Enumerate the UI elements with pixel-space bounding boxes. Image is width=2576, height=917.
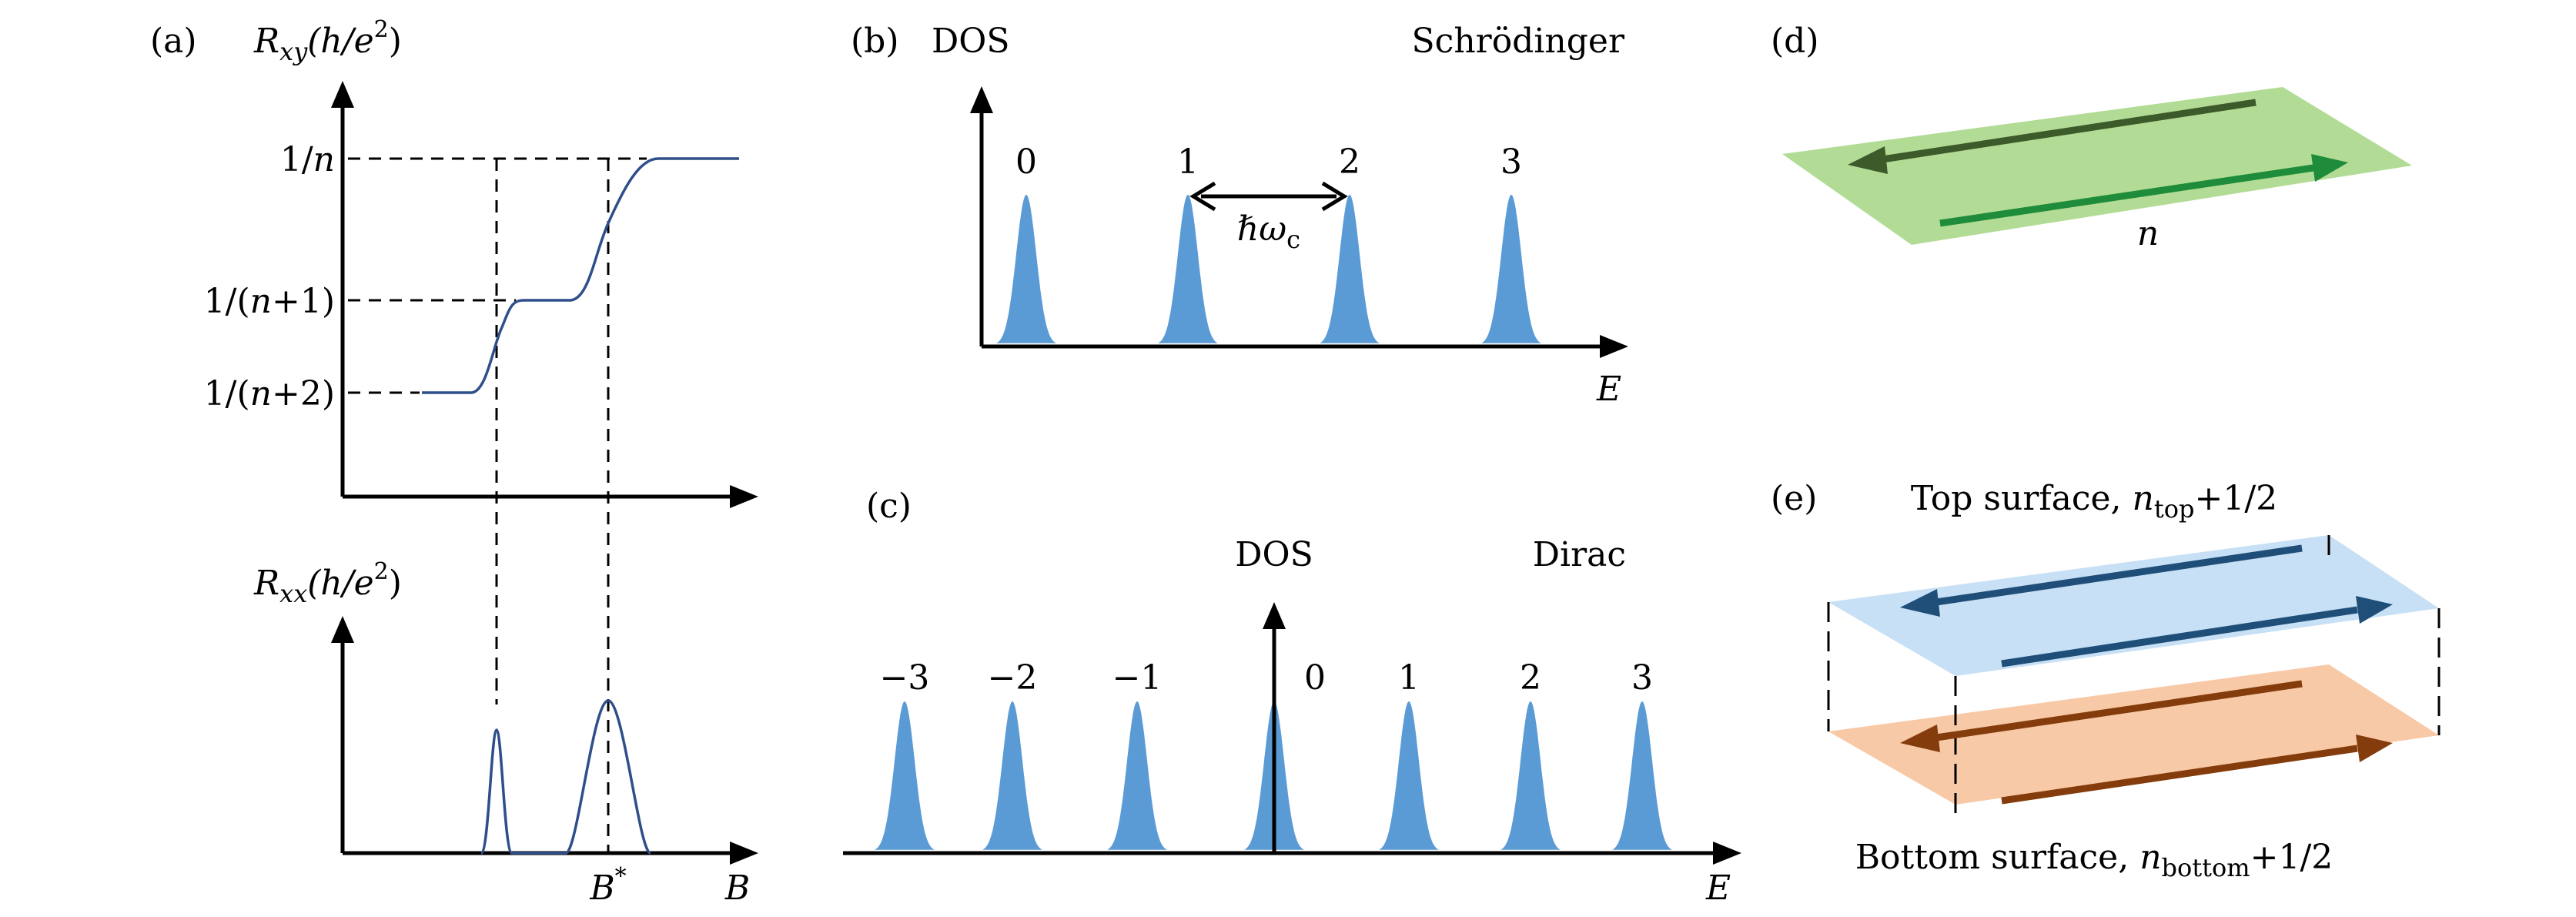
panel-c-landau-peak-2 bbox=[1107, 701, 1167, 850]
rxx-axes bbox=[331, 616, 758, 865]
panel-e-label: (e) bbox=[1771, 479, 1817, 518]
panel-c-axes bbox=[843, 602, 1741, 865]
bottom-surface-label: Bottom surface, nbottom+1/2 bbox=[1855, 838, 2333, 882]
panel-b-axes bbox=[970, 86, 1628, 358]
panel-d-label: (d) bbox=[1771, 22, 1819, 61]
rxx-peaks-curve bbox=[480, 699, 652, 855]
panel-b-e-label: E bbox=[1596, 370, 1621, 409]
panel-b-title: Schrödinger bbox=[1412, 22, 1625, 61]
panel-e: (e) Top surface, ntop+1/2 bbox=[1771, 479, 2441, 882]
rxy-plateau-curve bbox=[422, 157, 739, 394]
bottom-arrow-right bbox=[2001, 735, 2393, 805]
panel-c-landau-peak-4 bbox=[1379, 701, 1439, 850]
panel-c-landau-peak-0 bbox=[875, 701, 935, 850]
panel-d-plane bbox=[1782, 87, 2412, 245]
panel-c-peak-label-0: 0 bbox=[1304, 658, 1326, 698]
b-axis-label: B bbox=[724, 868, 750, 908]
panel-c-dos-label: DOS bbox=[1235, 535, 1313, 574]
rxy-tick-1-n-plus-1: 1/(n+1) bbox=[204, 282, 335, 321]
rxy-tick-1-n-plus-2: 1/(n+2) bbox=[204, 374, 335, 413]
panel-b-peak-label-2: 2 bbox=[1339, 142, 1360, 182]
rxy-axis-label: Rxy(h/e2) bbox=[253, 16, 402, 66]
panel-b-landau-peak-1 bbox=[1158, 195, 1218, 343]
cyclotron-gap-arrow bbox=[1189, 181, 1348, 212]
panel-c-landau-peak-1 bbox=[982, 701, 1042, 850]
panel-c-title: Dirac bbox=[1533, 535, 1626, 574]
panel-b-landau-peak-3 bbox=[1481, 195, 1541, 343]
cyclotron-gap-label: ℏωc bbox=[1237, 209, 1300, 254]
slab-edges bbox=[1827, 535, 2441, 822]
panel-b: (b) DOS Schrödinger 0 1 2 3 ℏωc E bbox=[851, 22, 1628, 409]
rxy-guides bbox=[348, 157, 647, 853]
top-surface-plane bbox=[1828, 535, 2439, 676]
panel-d: (d) n bbox=[1771, 22, 2412, 253]
panel-c-peak-label-m2: −2 bbox=[988, 658, 1038, 698]
panel-c-peak-label-3: 3 bbox=[1631, 658, 1653, 698]
panel-b-landau-peak-0 bbox=[996, 195, 1056, 343]
panel-a-label: (a) bbox=[150, 22, 197, 61]
panel-b-peak-label-3: 3 bbox=[1500, 142, 1522, 182]
bottom-surface-plane bbox=[1828, 664, 2439, 805]
panel-c-peak-label-1: 1 bbox=[1398, 658, 1420, 698]
panel-b-peak-label-0: 0 bbox=[1015, 142, 1037, 182]
panel-b-dos-label: DOS bbox=[932, 22, 1010, 61]
panel-b-peak-label-1: 1 bbox=[1177, 142, 1199, 182]
panel-b-landau-peak-2 bbox=[1320, 195, 1380, 343]
panel-c-landau-peak-5 bbox=[1500, 701, 1561, 850]
panel-c-peak-label-2: 2 bbox=[1520, 658, 1541, 698]
top-arrow-left bbox=[1900, 544, 2303, 617]
panel-c-peak-label-m1: −1 bbox=[1112, 658, 1163, 698]
panel-c: (c) DOS Dirac −3 −2 −1 0 1 2 3 E bbox=[843, 487, 1741, 908]
panel-b-peaks bbox=[996, 195, 1541, 343]
panel-c-peak-label-m3: −3 bbox=[880, 658, 930, 698]
panel-b-label: (b) bbox=[851, 22, 899, 61]
panel-d-arrow-left bbox=[1848, 99, 2257, 174]
rxy-tick-1-n: 1/n bbox=[280, 140, 335, 179]
panel-c-peaks bbox=[875, 701, 1672, 850]
panel-c-e-label: E bbox=[1705, 868, 1731, 908]
bottom-arrow-left bbox=[1900, 680, 2303, 752]
top-arrow-right bbox=[2001, 596, 2393, 668]
panel-d-arrow-right bbox=[1939, 154, 2348, 227]
rxx-axis-label: Rxx(h/e2) bbox=[253, 558, 402, 608]
rxy-axes bbox=[331, 81, 758, 508]
panel-a: (a) Rxy(h/e2) 1/n 1/(n+1) 1/(n+2) Rxx(h/… bbox=[150, 16, 758, 908]
top-surface-label: Top surface, ntop+1/2 bbox=[1911, 479, 2277, 524]
bstar-label: B* bbox=[589, 863, 626, 908]
panel-c-landau-peak-6 bbox=[1612, 701, 1672, 850]
panel-c-label: (c) bbox=[866, 487, 912, 526]
panel-d-index: n bbox=[2137, 214, 2159, 253]
